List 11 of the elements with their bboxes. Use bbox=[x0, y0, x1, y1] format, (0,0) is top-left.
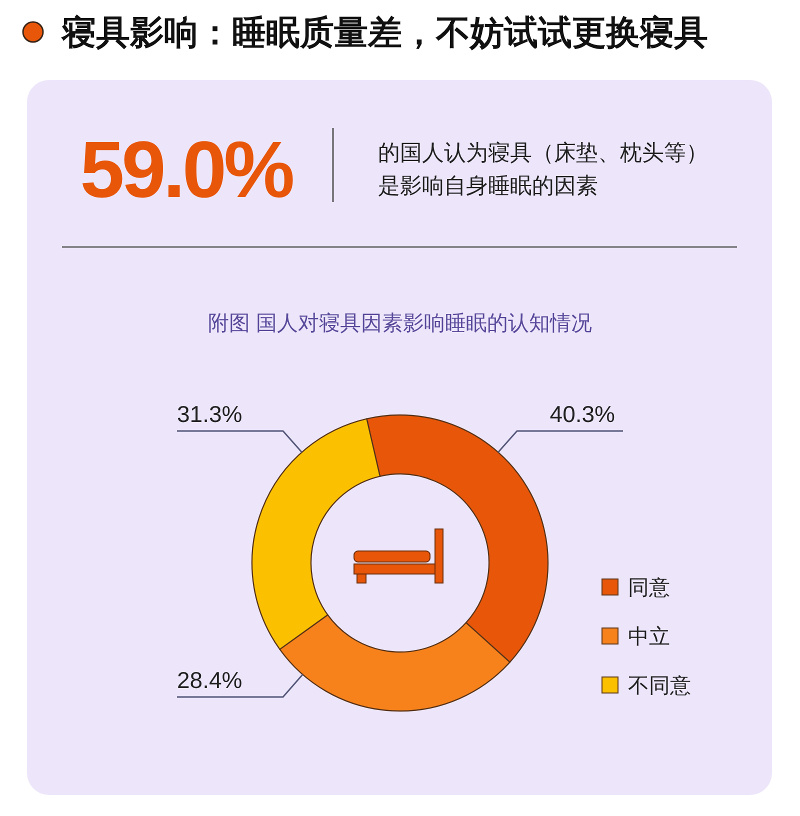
legend-label: 不同意 bbox=[628, 674, 691, 698]
data-label: 40.3% bbox=[550, 401, 615, 427]
chart-title: 寝具影响：睡眠质量差，不妨试试更换寝具 bbox=[60, 14, 708, 52]
text: 的国人认为寝具（床垫、枕头等） bbox=[378, 140, 708, 165]
text: 是影响自身睡眠的因素 bbox=[378, 173, 598, 198]
chart-subtitle: 附图 国人对寝具因素影响睡眠的认知情况 bbox=[208, 312, 592, 335]
data-label: 28.4% bbox=[177, 667, 242, 693]
legend-label: 同意 bbox=[628, 576, 670, 600]
legend-label: 中立 bbox=[628, 626, 670, 648]
text: 59.0% bbox=[80, 125, 294, 214]
data-label: 31.3% bbox=[177, 401, 242, 427]
